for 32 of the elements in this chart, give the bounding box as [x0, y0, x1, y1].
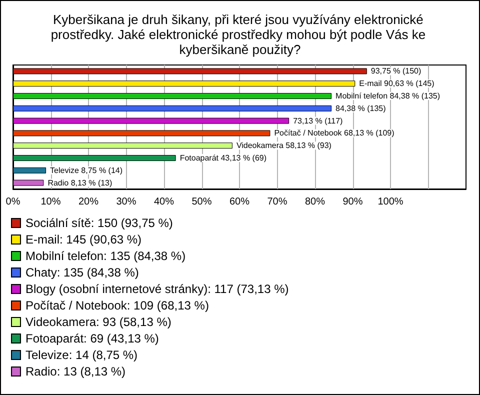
x-tick-label: 0%	[6, 196, 20, 208]
legend-label: Videokamera: 93 (58,13 %)	[26, 315, 172, 329]
x-tick-label: 60%	[229, 196, 250, 208]
legend-label: Televize: 14 (8,75 %)	[26, 348, 138, 362]
x-tick-label: 100%	[378, 196, 404, 208]
legend-label: Blogy (osobní internetové stránky): 117 (73,13 %)	[26, 282, 289, 296]
x-tick-label: 70%	[267, 196, 288, 208]
x-tick-label: 80%	[304, 196, 326, 208]
data-label: Televize 8,75 % (14)	[50, 166, 123, 175]
data-label: Počítač / Notebook 68,13 % (109)	[274, 128, 395, 138]
legend-label: Počítač / Notebook: 109 (68,13 %)	[26, 298, 209, 312]
x-tick-label: 90%	[342, 196, 363, 208]
x-tick-label: 40%	[154, 196, 174, 208]
legend-label: Fotoaparát: 69 (43,13 %)	[26, 332, 159, 346]
data-label: Videokamera 58,13 % (93)	[236, 141, 332, 150]
data-label: Radio 8,13 % (13)	[48, 178, 113, 188]
data-label: 84,38 % (135)	[336, 104, 386, 113]
legend-label: E-mail: 145 (90,63 %)	[26, 232, 142, 246]
legend-label: Radio: 13 (8,13 %)	[26, 364, 126, 378]
x-tick-label: 10%	[40, 196, 61, 208]
x-tick-label: 20%	[78, 196, 99, 208]
data-label: 73,13 % (117)	[293, 116, 344, 126]
data-label: 93,75 % (150)	[370, 66, 422, 76]
legend-label: Chaty: 135 (84,38 %)	[26, 266, 139, 280]
legend-label: Sociální sítě: 150 (93,75 %)	[26, 216, 173, 230]
legend-label: Mobilní telefon: 135 (84,38 %)	[26, 249, 186, 263]
chart-title: Kyberšikana je druh šikany, při které jsou využívány elektronické prostředky. Jaké elektronické prostředky mohou být podle Vás ke kyberšikaně použity?	[50, 12, 430, 57]
x-tick-label: 30%	[116, 196, 136, 208]
x-tick-label: 50%	[192, 196, 212, 208]
data-label: E-mail 90,63 % (145)	[359, 79, 435, 88]
data-label: Fotoaparát 43,13 % (69)	[180, 154, 267, 162]
data-label: Mobilní telefon 84,38 % (135)	[336, 92, 440, 100]
